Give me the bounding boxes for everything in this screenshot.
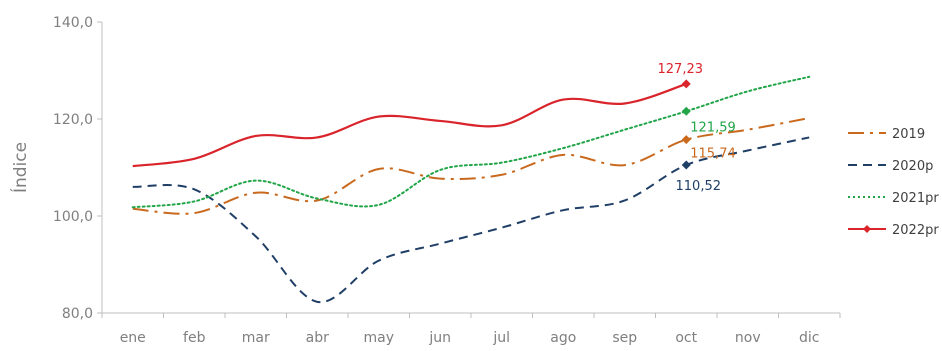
x-tick-label: ago xyxy=(550,330,576,346)
x-tick-label: nov xyxy=(735,330,761,346)
series-line-2020p xyxy=(132,136,810,303)
x-tick-label: ene xyxy=(120,330,146,346)
y-tick-label: 80,0 xyxy=(62,306,93,322)
x-tick-label: mar xyxy=(242,330,270,346)
x-tick-label: jul xyxy=(492,330,510,346)
y-tick-label: 140,0 xyxy=(53,15,93,31)
y-axis-title: Índice xyxy=(9,142,31,193)
data-point-2021pr xyxy=(681,106,691,116)
legend-marker xyxy=(863,225,871,233)
y-tick-label: 100,0 xyxy=(53,209,93,225)
x-tick-label: sep xyxy=(612,330,637,346)
legend-label: 2022pr xyxy=(892,223,939,238)
x-tick-label: feb xyxy=(183,330,206,346)
legend-item-2020p: 2020p xyxy=(848,159,933,174)
y-axis: 80,0 100,0 120,0 140,0 xyxy=(53,15,103,322)
x-tick-label: jun xyxy=(428,330,451,346)
data-label-2019: 115,74 xyxy=(690,147,736,162)
y-tick-label: 120,0 xyxy=(53,112,93,128)
x-tick-label: oct xyxy=(675,330,697,346)
legend-label: 2020p xyxy=(892,159,933,174)
x-tick-label: may xyxy=(363,330,394,346)
data-label-2022pr: 127,23 xyxy=(658,62,704,77)
x-axis: ene feb mar abr may jun jul ago sep oct nov dic xyxy=(101,312,841,346)
data-point-2019 xyxy=(681,135,691,145)
x-tick-label: abr xyxy=(306,330,329,346)
data-point-2022pr xyxy=(681,79,691,89)
legend-item-2022pr: 2022pr xyxy=(848,223,939,238)
series-line-2019 xyxy=(132,117,810,215)
data-label-2020p: 110,52 xyxy=(676,179,722,194)
legend-item-2021pr: 2021pr xyxy=(848,191,939,206)
legend: 2019 2020p 2021pr 2022pr xyxy=(848,127,939,238)
series-line-2021pr xyxy=(131,75,811,209)
legend-label: 2019 xyxy=(892,127,925,142)
data-label-2021pr: 121,59 xyxy=(690,120,736,135)
legend-label: 2021pr xyxy=(892,191,939,206)
data-point-2020p xyxy=(681,160,691,170)
legend-item-2019: 2019 xyxy=(848,127,925,142)
x-tick-label: dic xyxy=(799,330,819,346)
series-layer xyxy=(131,75,811,303)
series-line-2022pr xyxy=(132,82,687,168)
data-labels: 115,74 110,52 121,59 127,23 xyxy=(658,62,736,194)
